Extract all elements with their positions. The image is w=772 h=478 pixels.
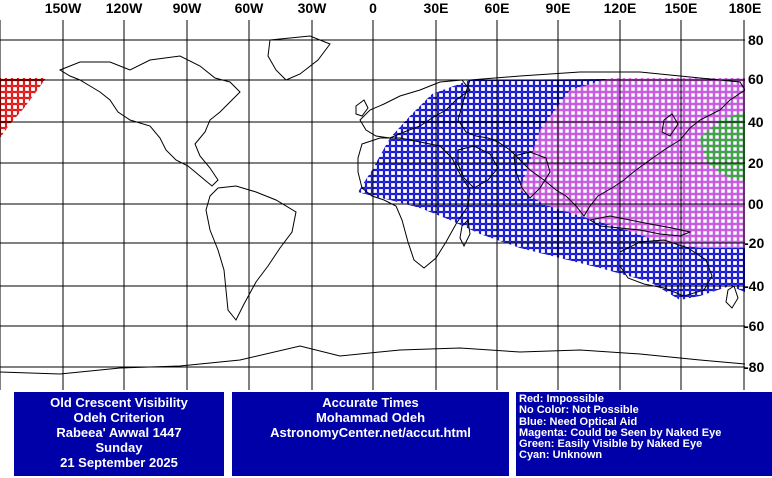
indonesia-outline [588, 215, 692, 237]
lon-label-60e: 60E [484, 0, 510, 16]
south-america-outline [205, 185, 297, 321]
europe-outline [359, 79, 471, 139]
legend-naked-eye: Magenta: Could be Seen by Naked Eye [519, 426, 722, 439]
credit-program: Accurate Times [322, 395, 419, 410]
lon-label-120w: 120W [105, 0, 143, 16]
new-zealand-outline [725, 285, 739, 309]
credit-panel: Accurate Times Mohammad Odeh AstronomyCe… [232, 392, 509, 476]
asia-outline [457, 71, 745, 217]
antarctica-outline [0, 345, 745, 375]
zone-impossible [0, 78, 46, 138]
info-title: Old Crescent Visibility [50, 395, 188, 410]
legend-not-possible: No Color: Not Possible [519, 404, 639, 417]
lon-label-30w: 30W [297, 0, 327, 16]
legend-optical-aid: Blue: Need Optical Aid [519, 415, 638, 428]
india-outline [513, 151, 551, 199]
lon-label-30e: 30E [423, 0, 449, 16]
lon-label-90w: 90W [172, 0, 202, 16]
legend-impossible: Red: Impossible [519, 393, 604, 405]
zone-easily-visible [700, 112, 745, 182]
lon-label-0: 0 [369, 0, 377, 16]
legend-unknown: Cyan: Unknown [519, 449, 603, 462]
info-panel: Old Crescent Visibility Odeh Criterion R… [14, 392, 224, 476]
africa-outline [357, 137, 471, 269]
credit-author: Mohammad Odeh [315, 410, 426, 425]
japan-outline [661, 113, 679, 137]
graticule [0, 20, 745, 390]
lat-label-minus60: -60 [744, 318, 765, 334]
lon-label-150w: 150W [44, 0, 82, 16]
info-month: Rabeea' Awwal 1447 [56, 425, 182, 440]
lat-label-60: 60 [748, 71, 764, 87]
lon-label-150e: 150E [664, 0, 698, 16]
credit-url: AstronomyCenter.net/accut.html [270, 425, 471, 440]
lat-label-minus20: -20 [744, 235, 765, 251]
info-criterion: Odeh Criterion [73, 410, 165, 425]
arabia-outline [457, 145, 499, 189]
lon-label-120e: 120E [603, 0, 637, 16]
lat-label-40: 40 [748, 114, 764, 130]
lat-label-00: 00 [748, 196, 764, 212]
lon-label-180e: 180E [728, 0, 762, 16]
lat-label-minus40: -40 [744, 278, 765, 294]
australia-outline [619, 239, 713, 297]
info-date: 21 September 2025 [60, 455, 178, 470]
madagascar-outline [459, 218, 471, 248]
lat-label-minus80: -80 [744, 359, 765, 375]
north-america-outline [58, 55, 241, 187]
legend-panel: Red: Impossible No Color: Not Possible B… [516, 392, 772, 476]
lat-label-20: 20 [748, 155, 764, 171]
coastlines [0, 35, 745, 375]
world-map [0, 20, 745, 390]
greenland-outline [267, 35, 331, 81]
info-weekday: Sunday [95, 440, 143, 455]
lon-label-90e: 90E [545, 0, 571, 16]
british-isles-outline [355, 99, 369, 117]
lon-label-60w: 60W [234, 0, 264, 16]
lat-label-80: 80 [748, 32, 764, 48]
legend-easily-visible: Green: Easily Visible by Naked Eye [519, 438, 703, 451]
